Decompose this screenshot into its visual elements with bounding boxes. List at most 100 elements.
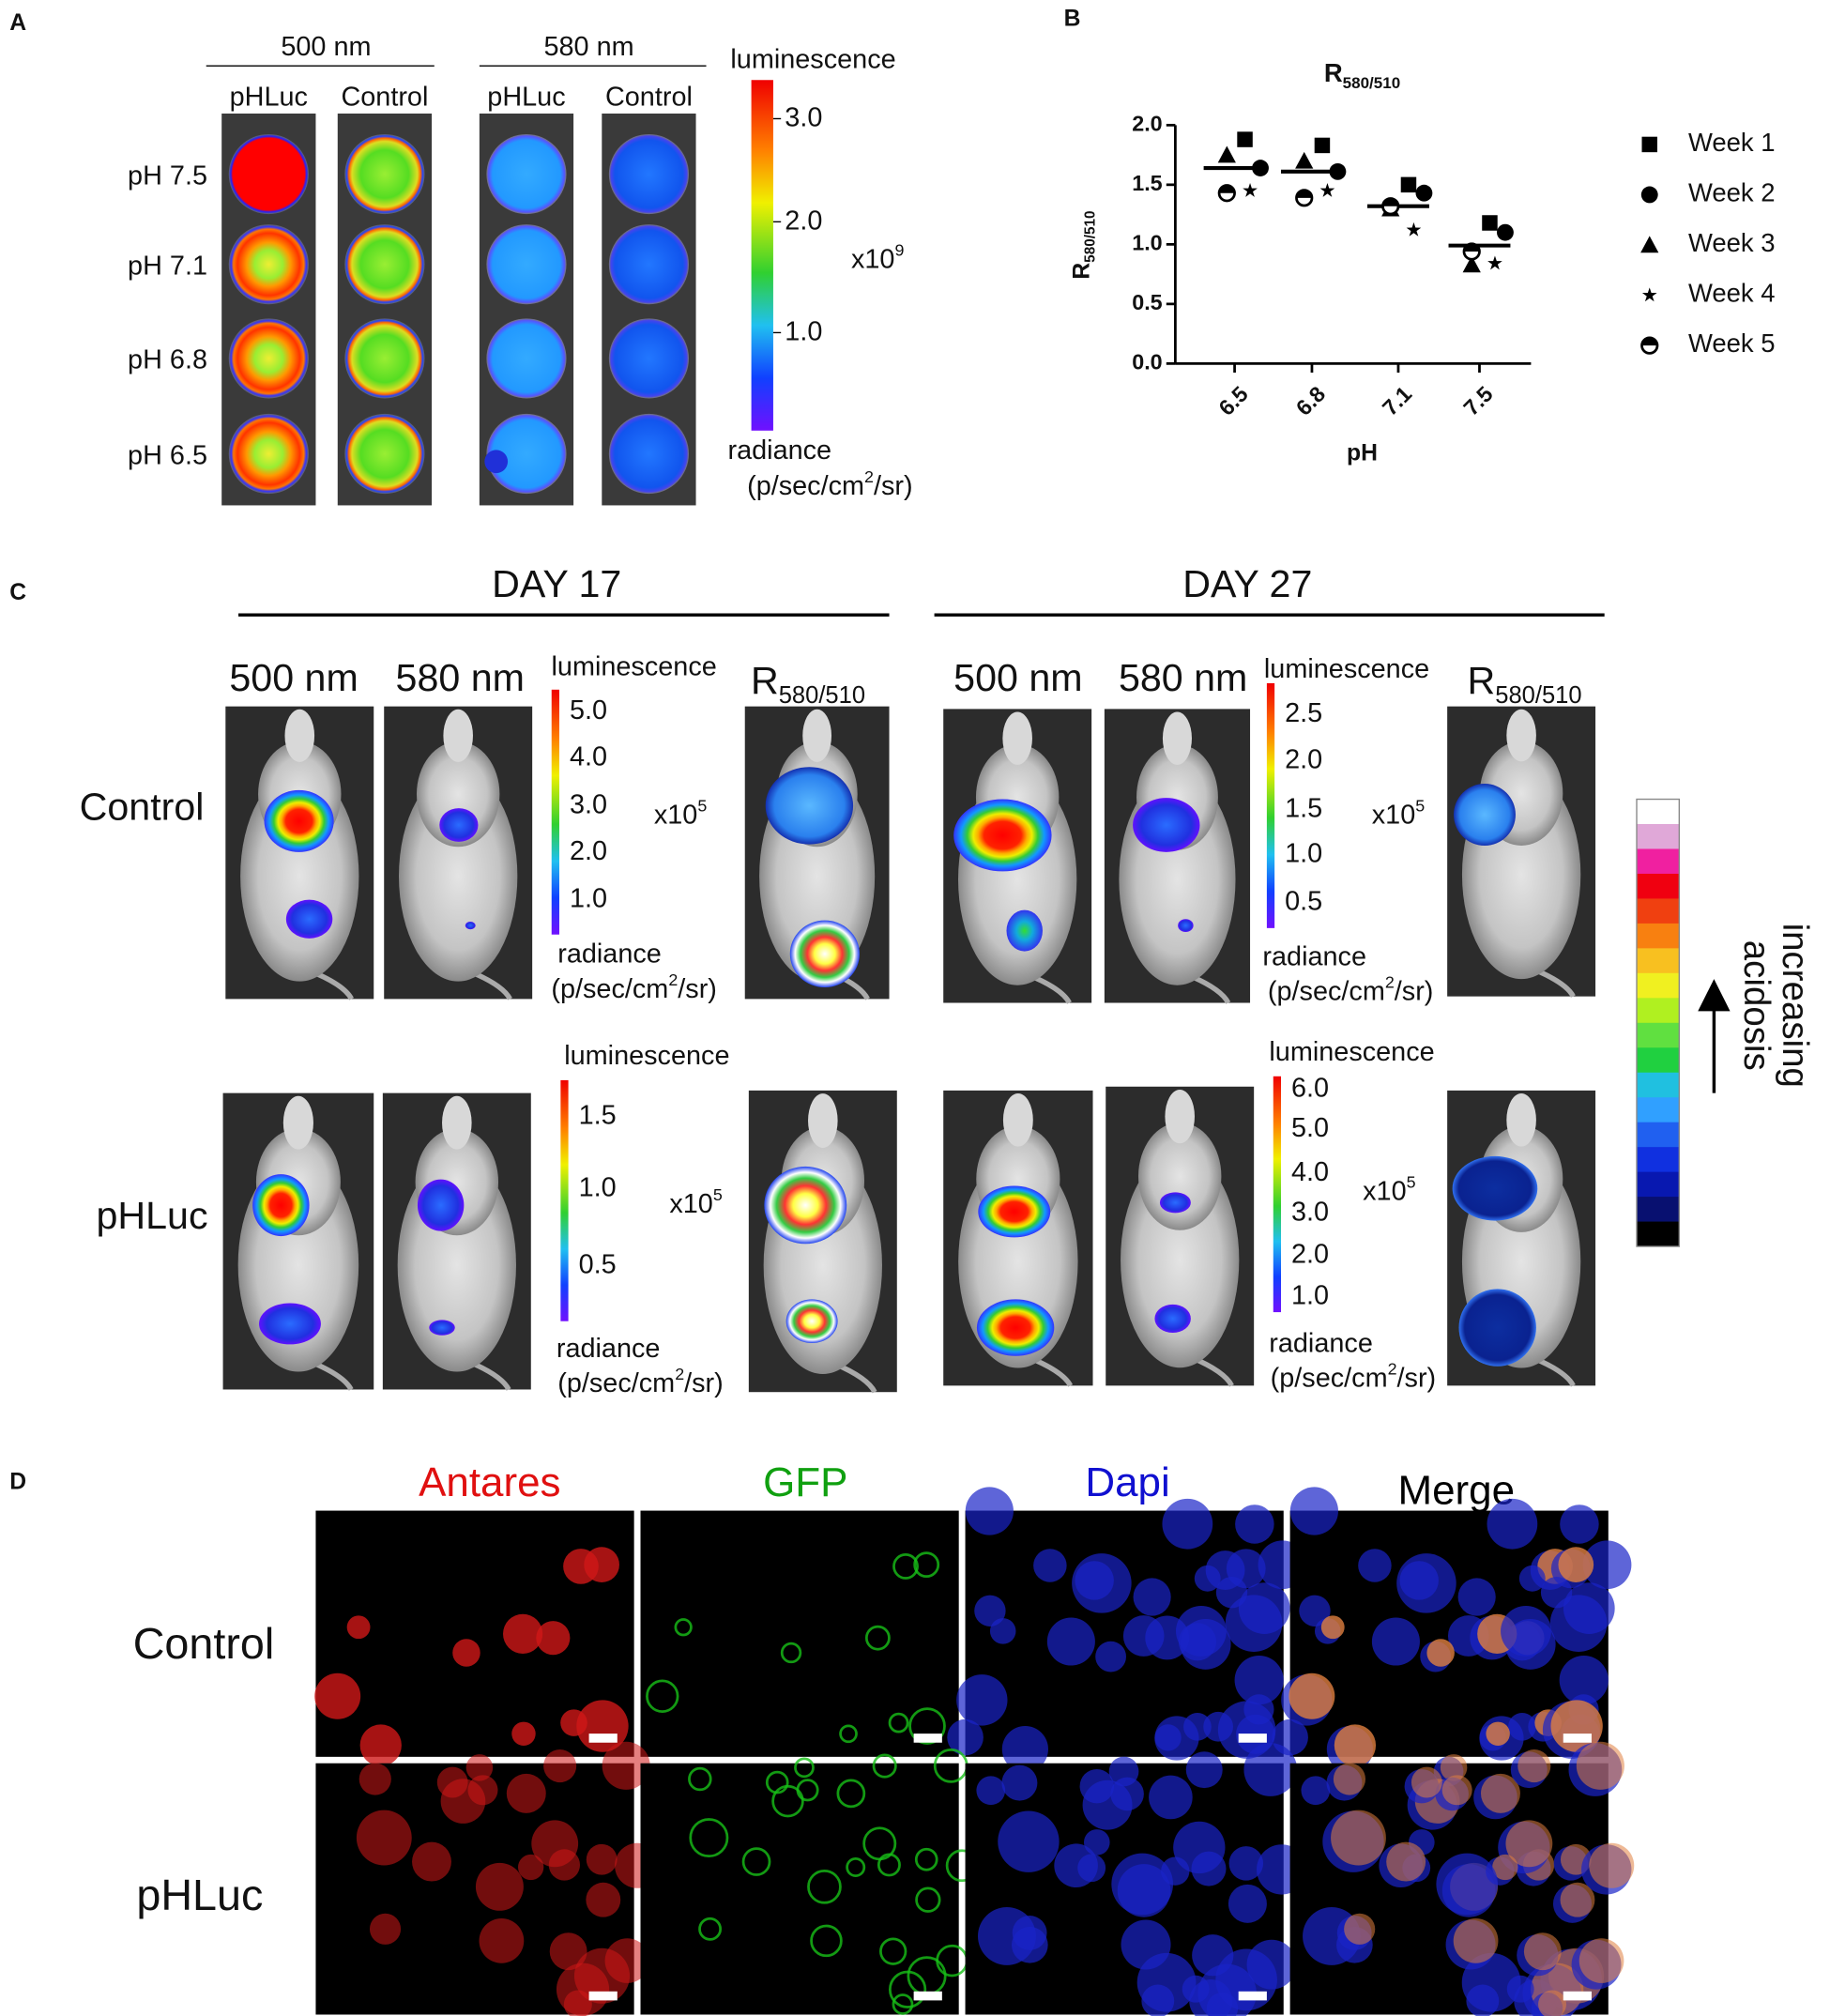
row-label-part: pHLuc [136,1871,263,1919]
column-header-part: pHLuc [230,82,308,112]
cell-signal [888,1712,909,1733]
cell-signal [1576,1741,1624,1790]
signal-blob [1133,798,1200,852]
colorbar-tick-label-part: 3.0 [570,789,607,819]
panel-label-part: D [9,1469,26,1494]
cell-signal [1505,1820,1553,1868]
ratio-scale-segment [1637,1122,1680,1148]
x-axis-label-part: pH [1347,440,1378,466]
scale-bar [1238,1733,1267,1743]
colorbar-multiplier: x105 [1363,1172,1415,1206]
well [344,133,425,215]
cell-signal [602,1741,650,1790]
colorbar-unit-sup: 2 [1388,1359,1397,1378]
column-header: pHLuc [230,82,308,112]
nucleus [1560,1504,1599,1544]
marker-square [1641,136,1657,153]
y-tick-label-part: 1.0 [1132,231,1162,255]
legend-label-part: Week 5 [1688,328,1776,358]
acidosis-label-part: acidosis [1736,940,1777,1071]
ratio-scale-segment [1637,972,1680,999]
nucleus [1226,1549,1266,1589]
colorbar-unit-name-part: radiance [728,435,832,465]
signal-blob [789,920,860,988]
colorbar-tick-label-part: 2.0 [785,206,822,236]
signal-blob [785,1299,838,1344]
colorbar-tick-label-part: 4.0 [1291,1156,1329,1186]
colorbar-multiplier: x105 [669,1185,722,1219]
nucleus [1046,1617,1095,1666]
nucleus [1154,1724,1182,1751]
nucleus [1457,1578,1496,1616]
nucleus [1228,1846,1264,1881]
ratio-scale-segment [1637,998,1680,1024]
colorbar [1266,682,1275,928]
cell-signal [503,1613,543,1654]
nucleus [1079,1768,1115,1804]
well [228,224,309,305]
nucleus [1234,1656,1284,1705]
colorbar-title: luminescence [552,651,717,681]
nucleus [1243,1743,1298,1796]
well [486,133,567,215]
colorbar-multiplier-sup: 5 [1407,1172,1416,1191]
colorbar-tick-label: 3.0 [785,102,822,132]
x-tick-label: 7.1 [1378,382,1416,420]
nucleus [1358,1549,1392,1582]
row-label: pHLuc [97,1194,208,1237]
colorbar-tick-label: 1.0 [1291,1280,1329,1310]
marker-half [1464,243,1480,252]
cell-signal [1320,1615,1345,1640]
colorbar-tick-label: 5.0 [570,695,607,725]
colorbar-tick-label-part: 6.0 [1291,1073,1329,1103]
nucleus [1185,1751,1223,1789]
cell-signal [475,1862,524,1911]
mouse-head [1002,711,1032,765]
nucleus [1582,1540,1632,1590]
cell-signal [586,1843,618,1875]
cell-signal [604,1938,650,1983]
cell-signal [689,1818,729,1858]
colorbar-title: luminescence [730,44,895,74]
cell-signal [563,1990,592,2016]
colorbar-tick-label: 2.0 [1291,1239,1329,1269]
nucleus [1149,1775,1193,1820]
cell-signal [1517,1749,1551,1783]
y-tick-label: 2.0 [1132,112,1162,136]
well [228,413,309,495]
colorbar-tick-label-part: 4.0 [570,741,607,771]
scale-bar [913,1733,942,1743]
channel-header-part: Dapi [1085,1459,1169,1505]
wavelength-header-part: 580 nm [543,32,633,62]
colorbar-tick-label-part: 2.0 [1285,744,1322,774]
colorbar-unit-name-part: radiance [557,1334,661,1364]
colorbar-tick-label: 1.0 [785,316,822,346]
legend-marker [1640,236,1659,253]
colorbar-unit-part: /sr) [1397,1363,1437,1393]
cell-signal [1589,1842,1635,1888]
cell-signal [511,1721,536,1747]
signal-blob [1454,784,1516,846]
legend-label-part: Week 3 [1688,228,1776,257]
nucleus [1083,1829,1110,1856]
colorbar-tick-label: 5.0 [1291,1113,1329,1143]
well [608,318,689,399]
ratio-scale-segment [1637,873,1680,899]
signal-blob [1178,919,1194,932]
ratio-scale-segment [1637,1022,1680,1048]
signal-blob [465,921,476,930]
cell-signal [1486,1721,1510,1747]
well [486,224,567,305]
row-label: pH 7.1 [128,251,207,281]
signal-blob [264,789,334,852]
nucleus [1075,1561,1114,1600]
cell-signal [836,1779,866,1809]
cell-signal [892,1993,914,2015]
channel-header-part: GFP [763,1459,847,1505]
colorbar-tick-label: 1.0 [1285,838,1322,868]
well [228,133,309,215]
data-point [1314,137,1331,154]
marker-half [1296,190,1312,198]
nucleus [1235,1504,1274,1544]
nucleus [1518,1565,1546,1592]
